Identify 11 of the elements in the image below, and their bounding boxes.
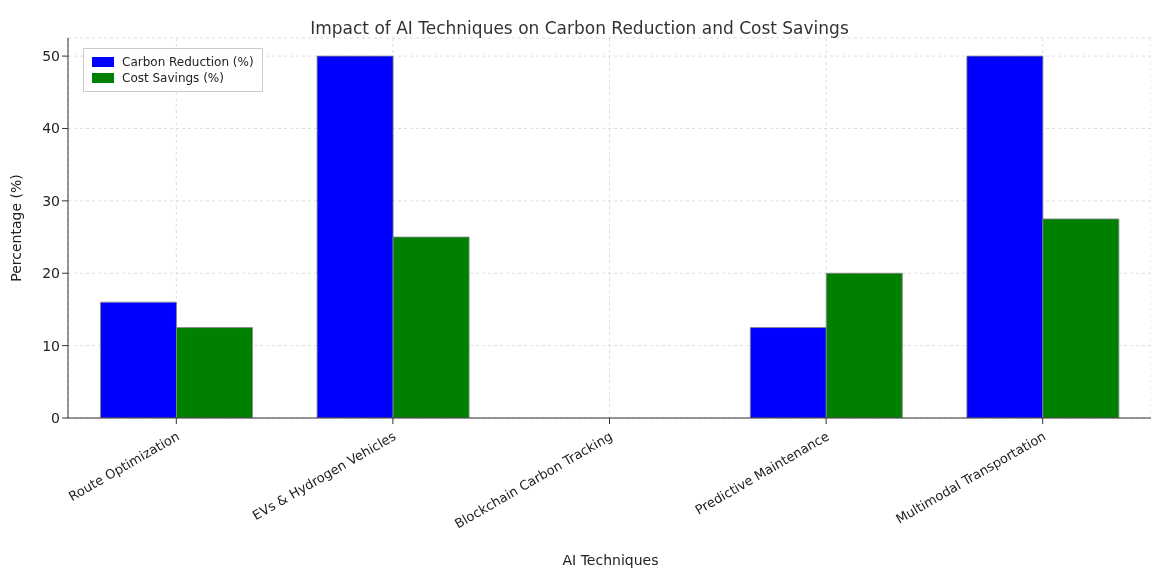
y-tick-label: 0: [51, 409, 60, 426]
legend-label: Cost Savings (%): [122, 71, 224, 85]
y-tick-label: 30: [42, 192, 60, 209]
y-tick-label: 10: [42, 337, 60, 354]
y-tick-label: 40: [42, 120, 60, 137]
x-axis-title: AI Techniques: [561, 552, 660, 568]
y-axis-title: Percentage (%): [7, 174, 24, 282]
y-tick-label: 50: [42, 48, 60, 65]
chart-title: Impact of AI Techniques on Carbon Reduction and Cost Savings: [309, 18, 850, 38]
y-tick-label: 20: [42, 265, 60, 282]
legend-label: Carbon Reduction (%): [122, 55, 254, 69]
